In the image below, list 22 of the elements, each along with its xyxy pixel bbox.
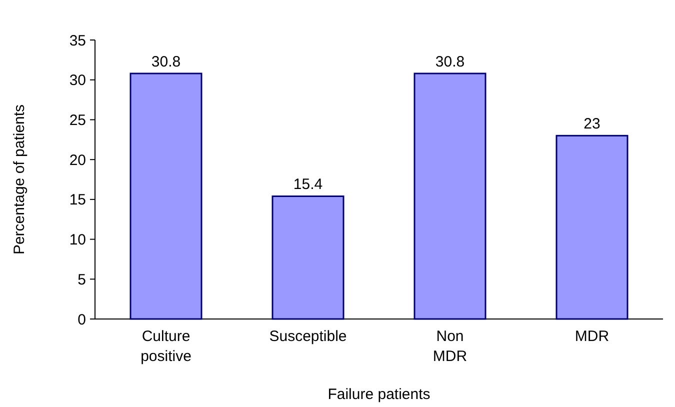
y-tick-label: 30 bbox=[69, 72, 86, 90]
data-label: 30.8 bbox=[435, 53, 465, 70]
y-tick-label: 15 bbox=[69, 192, 86, 209]
bar bbox=[414, 72, 486, 320]
bar bbox=[556, 134, 628, 320]
x-axis-title: Failure patients bbox=[328, 386, 430, 403]
bar bbox=[272, 195, 344, 320]
bar bbox=[130, 72, 202, 320]
x-tick-label: Culture positive bbox=[140, 328, 192, 365]
y-tick-label: 0 bbox=[78, 311, 86, 328]
x-tick-label: Susceptible bbox=[269, 328, 347, 345]
data-label: 30.8 bbox=[151, 53, 181, 70]
x-tick-label: Non MDR bbox=[432, 328, 468, 365]
y-tick-label: 10 bbox=[69, 232, 86, 249]
y-tick-label: 25 bbox=[69, 112, 86, 129]
x-tick-label: MDR bbox=[574, 328, 610, 345]
y-tick-label: 5 bbox=[78, 271, 86, 288]
data-label: 23 bbox=[584, 116, 600, 133]
data-label: 15.4 bbox=[293, 176, 323, 194]
y-tick-label: 35 bbox=[69, 32, 86, 50]
y-tick-label: 20 bbox=[69, 152, 86, 169]
y-axis-title: Percentage of patients bbox=[11, 104, 28, 255]
